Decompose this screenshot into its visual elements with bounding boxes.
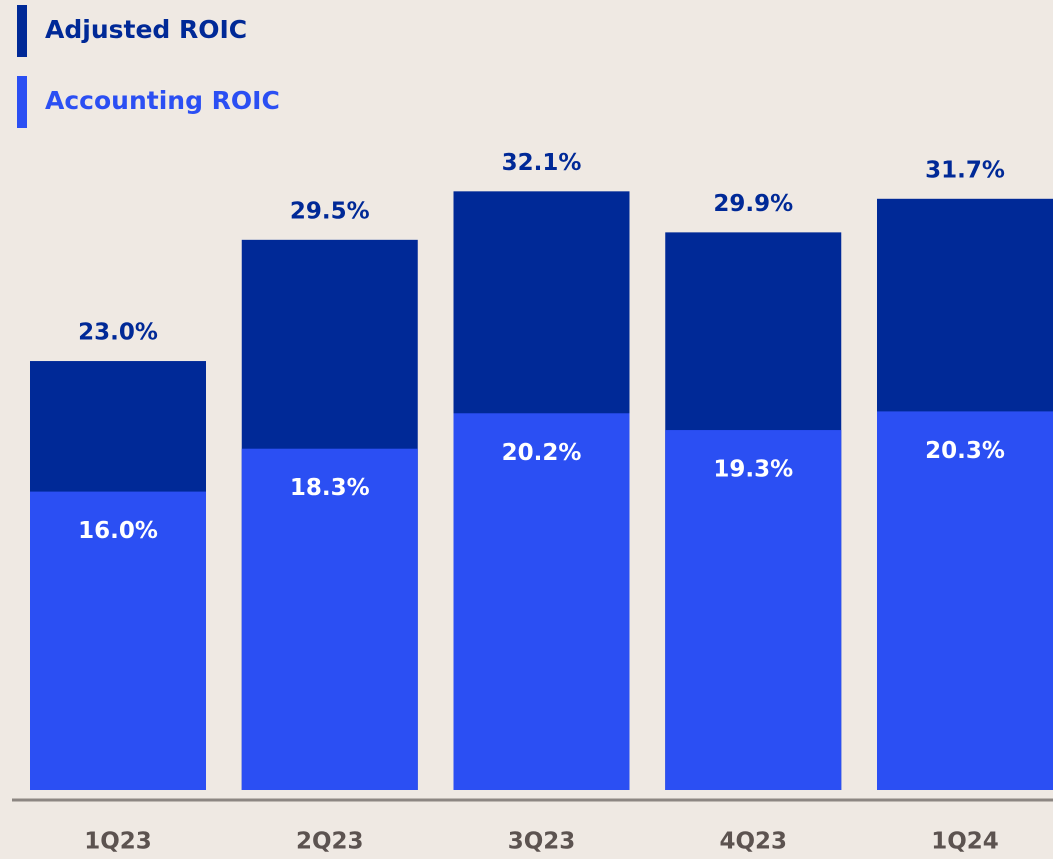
bar: [665, 430, 842, 790]
data-label: 23.0%: [78, 320, 158, 346]
x-tick-label: 1Q24: [931, 829, 999, 855]
legend-marker: [17, 76, 27, 128]
bar: [453, 413, 630, 790]
data-label: 32.1%: [502, 150, 582, 176]
legend-marker: [17, 5, 27, 57]
data-label: 18.3%: [290, 475, 370, 501]
legend-label: Accounting ROIC: [45, 86, 280, 115]
x-tick-label: 4Q23: [719, 829, 787, 855]
data-label: 19.3%: [713, 457, 793, 483]
bar: [877, 411, 1053, 790]
bar: [30, 491, 206, 790]
x-tick-label: 3Q23: [508, 829, 576, 855]
data-label: 31.7%: [925, 157, 1005, 183]
data-label: 20.3%: [925, 438, 1005, 464]
data-label: 29.5%: [290, 198, 370, 224]
bar: [241, 448, 418, 790]
data-label: 29.9%: [713, 191, 793, 217]
data-label: 16.0%: [78, 518, 158, 544]
x-tick-label: 1Q23: [84, 829, 152, 855]
x-tick-label: 2Q23: [296, 829, 364, 855]
data-label: 20.2%: [502, 440, 582, 466]
legend-label: Adjusted ROIC: [45, 15, 247, 44]
